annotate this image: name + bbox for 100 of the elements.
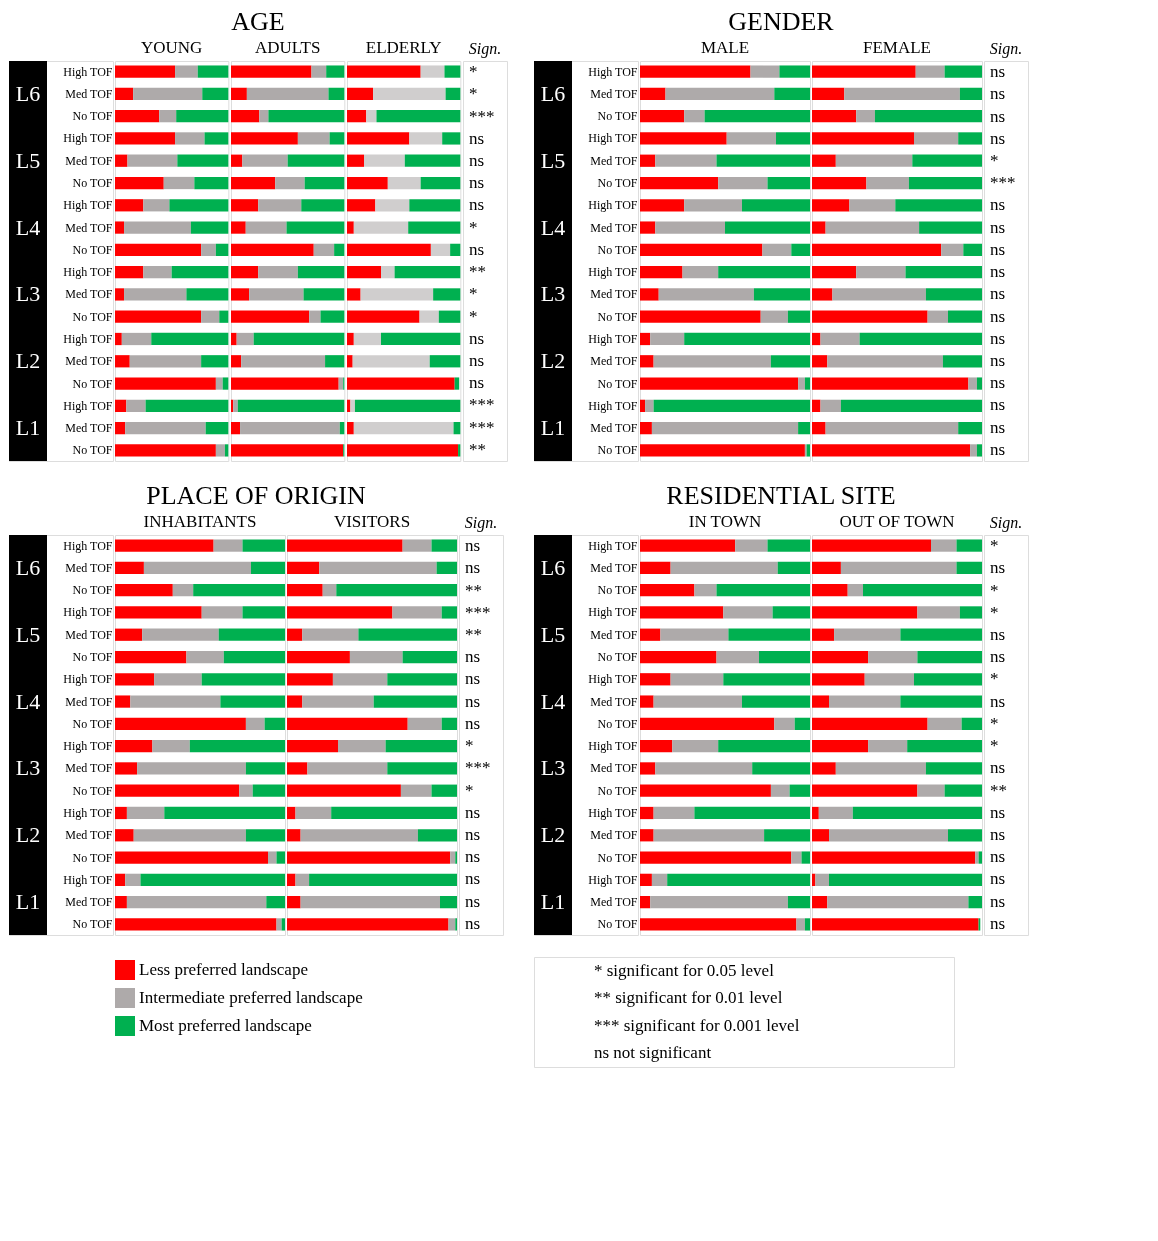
text: ns (990, 869, 1006, 889)
y-tick-label: Med TOF (65, 761, 113, 776)
y-tick-label: High TOF (588, 872, 638, 887)
bar (859, 332, 982, 346)
text: * significant for 0.05 level (594, 960, 775, 980)
bar (640, 539, 736, 552)
bar (115, 199, 144, 212)
bar (115, 918, 277, 931)
bar (360, 288, 434, 301)
bar (672, 740, 719, 753)
bar (319, 561, 437, 574)
bar (640, 310, 761, 323)
bar (798, 377, 805, 390)
bar (115, 561, 144, 574)
bar (309, 873, 457, 886)
y-tick-label: High TOF (588, 605, 638, 620)
bar (430, 243, 451, 256)
bar (941, 243, 964, 256)
y-tick-label: No TOF (72, 716, 113, 731)
text: ns (469, 173, 485, 193)
bar (640, 221, 656, 234)
y-tick-label: Med TOF (590, 153, 638, 168)
bar (900, 628, 982, 641)
text: ns (469, 328, 485, 348)
bar (115, 717, 246, 730)
y-tick-label: High TOF (63, 131, 113, 146)
bar (295, 873, 310, 886)
y-tick-label: High TOF (63, 872, 113, 887)
y-tick-label: High TOF (588, 739, 638, 754)
bar (640, 332, 651, 346)
chart-title: FEMALE (863, 38, 931, 57)
text: ns (990, 647, 1006, 667)
bar (658, 288, 754, 301)
bar (334, 243, 345, 256)
bar (231, 154, 243, 167)
bar (640, 806, 654, 820)
bar (444, 65, 461, 78)
bar (762, 243, 792, 256)
text: ns (990, 847, 1006, 867)
bar (917, 650, 982, 664)
text: ns (465, 913, 481, 933)
bar (222, 377, 229, 390)
bar (956, 539, 982, 552)
bar (458, 444, 461, 457)
bar (347, 332, 354, 346)
bar (115, 695, 131, 708)
y-tick-label: Med TOF (65, 694, 113, 709)
bar (281, 918, 285, 931)
bar (682, 266, 719, 279)
text: ** (469, 439, 486, 459)
bar (133, 87, 203, 100)
bar (750, 65, 780, 78)
y-tick-label: Med TOF (590, 828, 638, 843)
text: L5 (540, 622, 566, 647)
text: ns (990, 395, 1006, 415)
text: ns (990, 262, 1006, 282)
bar (387, 673, 457, 686)
bar (789, 784, 810, 797)
text: L4 (15, 688, 41, 714)
text: ns (990, 284, 1006, 304)
bar (115, 110, 160, 123)
bar (115, 829, 134, 842)
y-tick-label: No TOF (597, 309, 638, 324)
y-tick-label: High TOF (588, 672, 638, 687)
y-tick-label: No TOF (597, 917, 638, 932)
bar (287, 628, 303, 641)
y-tick-label: Med TOF (65, 287, 113, 302)
bar (450, 851, 456, 864)
bar (840, 561, 957, 574)
y-tick-label: High TOF (588, 64, 638, 79)
bar (907, 740, 982, 753)
bar (919, 221, 982, 234)
bar (115, 539, 214, 552)
text: L3 (540, 755, 566, 781)
text: ** (465, 625, 482, 644)
text: L6 (15, 555, 41, 581)
text: L4 (540, 214, 566, 240)
text: ns (465, 825, 481, 844)
text: ns (990, 217, 1006, 237)
text: ** (990, 780, 1007, 800)
y-tick-label: No TOF (597, 109, 638, 124)
bar (400, 784, 432, 797)
text: ns (990, 328, 1006, 348)
y-tick-label: No TOF (597, 850, 638, 865)
text: L2 (15, 822, 41, 847)
y-tick-label: No TOF (72, 309, 113, 324)
bar (297, 132, 330, 145)
bar (353, 422, 454, 435)
bar (276, 918, 282, 931)
chart-title: IN TOWN (688, 512, 762, 531)
text: GENDER (728, 6, 835, 36)
bar (258, 199, 302, 212)
y-tick-label: No TOF (597, 716, 638, 731)
bar (900, 695, 982, 708)
bar (640, 355, 654, 368)
bar (159, 110, 177, 123)
bar (640, 650, 717, 664)
bar (347, 110, 367, 123)
text: Sign. (989, 40, 1023, 58)
y-tick-label: Med TOF (65, 627, 113, 642)
